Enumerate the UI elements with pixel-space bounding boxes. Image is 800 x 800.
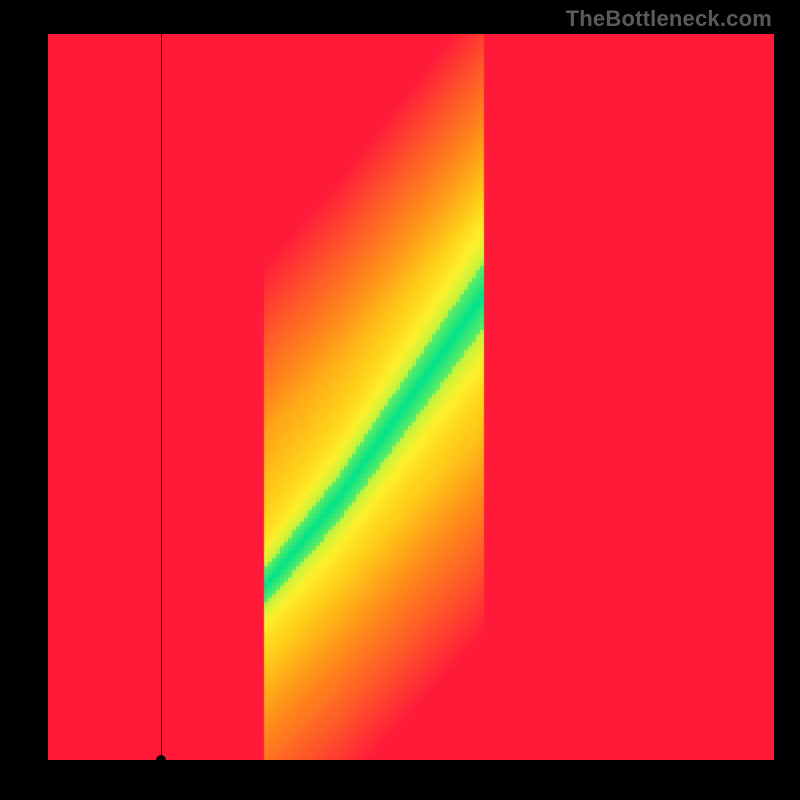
watermark-text: TheBottleneck.com: [566, 6, 772, 32]
bottleneck-heatmap: [48, 34, 774, 760]
data-point-marker: [156, 755, 166, 765]
y-axis-line: [46, 24, 48, 760]
chart-container: TheBottleneck.com: [0, 0, 800, 800]
crosshair-vertical: [161, 34, 162, 760]
